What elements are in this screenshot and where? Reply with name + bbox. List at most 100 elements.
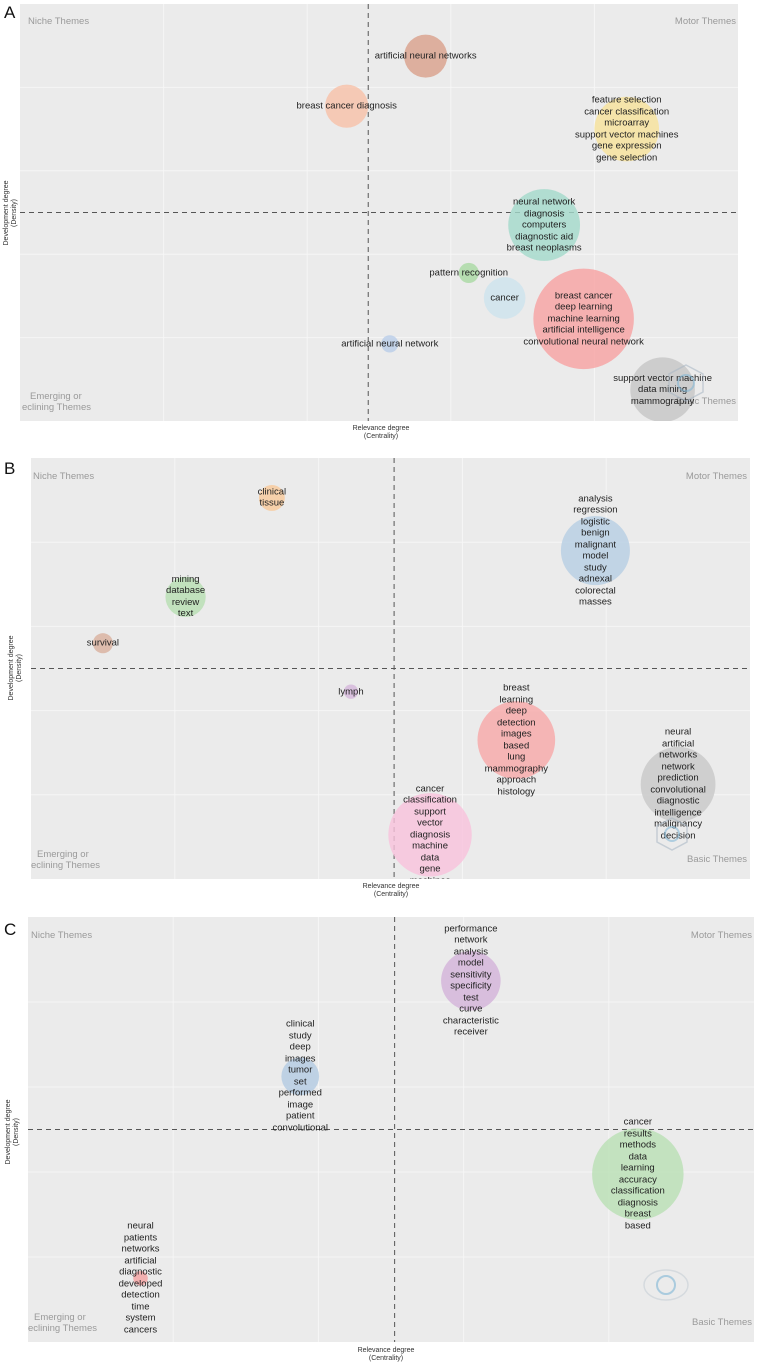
cluster-keyword: data — [420, 852, 440, 864]
cluster-keyword: cancer — [623, 1116, 653, 1128]
cluster-keyword: mining — [171, 573, 200, 585]
cluster-keyword: test — [463, 992, 479, 1004]
chart-canvas-a — [20, 4, 738, 421]
cluster-keyword: support — [414, 806, 446, 818]
panel-label-a: A — [4, 3, 16, 22]
cluster-keyword: model — [582, 550, 609, 562]
cluster-keyword: study — [288, 1030, 312, 1042]
cluster-label: neural patients networks artificial diagnost… — [119, 1221, 163, 1336]
cluster-bubble[interactable] — [388, 793, 472, 877]
y-axis-label-c: Development degree (Density) — [5, 1099, 20, 1165]
quadrant-label-basic: Basic Themes — [691, 1317, 752, 1328]
cluster-keyword: sensitivity — [450, 969, 492, 981]
cluster-bubble[interactable] — [441, 950, 501, 1011]
cluster-keyword: cancers — [123, 1324, 158, 1336]
cluster-label: clinical study deep images tumor set performed… — [273, 1019, 328, 1134]
cluster-keyword: convolutional neural network — [523, 336, 644, 348]
cluster-keyword: deep — [289, 1041, 311, 1053]
cluster-bubble[interactable] — [381, 335, 399, 353]
cluster-keyword: images — [500, 728, 532, 740]
cluster-label: breast cancer deep learning machine learni… — [523, 290, 643, 348]
cluster-label: survival — [87, 637, 119, 649]
cluster-label: breast cancer diagnosis — [297, 100, 397, 112]
cluster-keyword: database — [166, 585, 206, 597]
cluster-keyword: diagnosis — [409, 829, 451, 841]
cluster-keyword: image — [287, 1099, 314, 1111]
cluster-bubble[interactable] — [508, 189, 581, 261]
cluster-keyword: learning — [620, 1162, 655, 1174]
cluster-keyword: mammography — [484, 763, 548, 775]
panel-label-c: C — [4, 920, 17, 939]
cluster-bubble[interactable] — [458, 262, 479, 284]
x-axis-label-a: Relevance degree (Centrality) — [352, 425, 410, 440]
cluster-label: cancer results methods data learning accuracy… — [611, 1117, 665, 1232]
cluster-keyword: machine — [412, 840, 448, 852]
cluster-keyword: microarray — [604, 117, 650, 129]
cluster-keyword: clinical — [285, 1018, 315, 1030]
cluster-bubble[interactable] — [630, 357, 695, 421]
cluster-bubble[interactable] — [477, 701, 556, 779]
cluster-bubble[interactable] — [343, 684, 359, 699]
cluster-keyword: network — [454, 934, 488, 946]
cluster-bubble[interactable] — [325, 84, 369, 128]
cluster-keyword: classification — [403, 794, 457, 806]
cluster-keyword: performance — [444, 923, 498, 935]
cluster-keyword: diagnostic — [119, 1266, 162, 1278]
cluster-keyword: diagnosis — [524, 207, 565, 219]
quadrant-label-basic: Basic Themes — [686, 854, 747, 865]
cluster-bubble[interactable] — [560, 516, 630, 586]
cluster-keyword: methods — [619, 1139, 657, 1151]
cluster-keyword: vector — [417, 817, 443, 829]
cluster-keyword: networks — [121, 1243, 160, 1255]
cluster-keyword: machines — [403, 875, 457, 879]
cluster-keyword: networks — [659, 749, 698, 761]
cluster-bubble[interactable] — [533, 268, 634, 370]
cluster-keyword: convolutional — [272, 1122, 328, 1134]
cluster-keyword: learning — [499, 694, 534, 706]
cluster-keyword: developed — [118, 1278, 163, 1290]
cluster-bubble[interactable] — [594, 96, 660, 162]
cluster-bubble[interactable] — [92, 633, 113, 654]
cluster-bubble[interactable] — [165, 576, 206, 618]
cluster-keyword: pattern recognition — [429, 267, 509, 279]
thematic-map-c: Niche Themes Motor Themes Emerging or ec… — [28, 917, 754, 1342]
cluster-label: artificial neural network — [341, 338, 438, 350]
cluster-bubble[interactable] — [404, 34, 448, 78]
quadrant-label-niche: Niche Themes — [28, 16, 90, 27]
cluster-keyword: data mining — [638, 383, 688, 395]
cluster-keyword: data — [628, 1151, 648, 1163]
cluster-keyword: based — [503, 740, 530, 752]
cluster-label: cancer classification support vector diagnos… — [403, 783, 457, 879]
cluster-keyword: study — [584, 562, 607, 574]
cluster-keyword: patient — [285, 1110, 315, 1122]
watermark-logo-a — [668, 364, 704, 402]
cluster-keyword: gene selection — [596, 152, 658, 164]
cluster-keyword: deep learning — [554, 301, 613, 313]
cluster-bubble[interactable] — [640, 746, 716, 822]
cluster-keyword: model — [457, 957, 484, 969]
cluster-keyword: time — [131, 1301, 150, 1313]
cluster-keyword: characteristic — [442, 1015, 499, 1027]
cluster-keyword: diagnostic aid — [515, 230, 574, 242]
cluster-bubble[interactable] — [281, 1057, 320, 1096]
cluster-bubble[interactable] — [133, 1270, 148, 1286]
cluster-bubble[interactable] — [483, 277, 526, 319]
cluster-keyword: cancer — [415, 783, 445, 795]
cluster-keyword: lung — [507, 751, 526, 763]
cluster-keyword: system — [125, 1312, 156, 1324]
cluster-keyword: adnexal — [578, 573, 613, 585]
cluster-bubble[interactable] — [592, 1128, 684, 1220]
cluster-keyword: mammography — [630, 395, 695, 407]
thematic-map-b: Niche Themes Motor Themes Emerging or ec… — [31, 458, 750, 879]
cluster-keyword: benign — [581, 527, 610, 539]
cluster-keyword: classification — [610, 1185, 665, 1197]
cluster-bubble[interactable] — [258, 485, 285, 511]
cluster-keyword: text — [177, 608, 194, 620]
cluster-keyword: artificial neural networks — [374, 50, 477, 62]
cluster-keyword: network — [661, 761, 695, 773]
cluster-keyword: clinical — [257, 486, 287, 498]
cluster-keyword: logistic — [580, 516, 610, 528]
quadrant-label-emerging: Emerging or eclining Themes — [28, 1312, 98, 1334]
cluster-keyword: breast neoplasms — [506, 242, 582, 254]
cluster-keyword: performed — [278, 1087, 322, 1099]
